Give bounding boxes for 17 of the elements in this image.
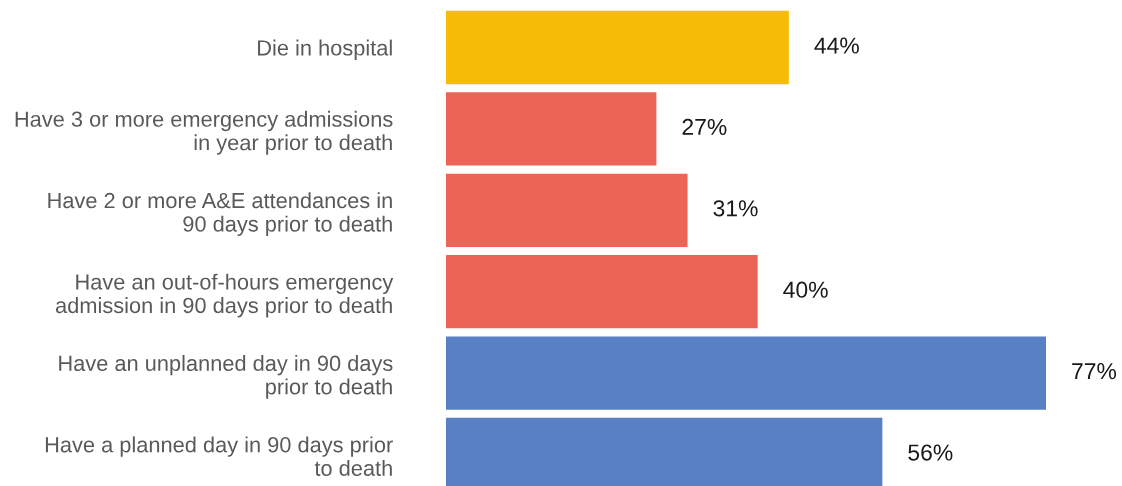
y-tick-label: Have 2 or more A&E attendances in 90 days prior to death — [48, 192, 392, 237]
data-label: 40% — [783, 281, 828, 298]
y-tick-label: Have 3 or more emergency admissions in year prior to death — [15, 110, 393, 155]
bar — [446, 10, 789, 85]
data-label: 77% — [1072, 363, 1117, 380]
data-label: 56% — [908, 444, 953, 461]
y-tick-label: Have a planned day in 90 days prior to death — [45, 436, 393, 476]
bar — [446, 92, 657, 166]
y-tick-label: Have an out-of-hours emergency admission in 90 days prior to death — [56, 273, 394, 318]
y-tick-label: Have an unplanned day in 90 days prior to death — [59, 355, 393, 399]
data-label: 31% — [713, 200, 758, 217]
bar — [446, 173, 688, 247]
data-label: 27% — [682, 118, 727, 135]
y-tick-label: Die in hospital — [258, 39, 392, 60]
bar — [446, 255, 758, 329]
data-label: 44% — [814, 37, 859, 54]
bar — [446, 336, 1046, 410]
